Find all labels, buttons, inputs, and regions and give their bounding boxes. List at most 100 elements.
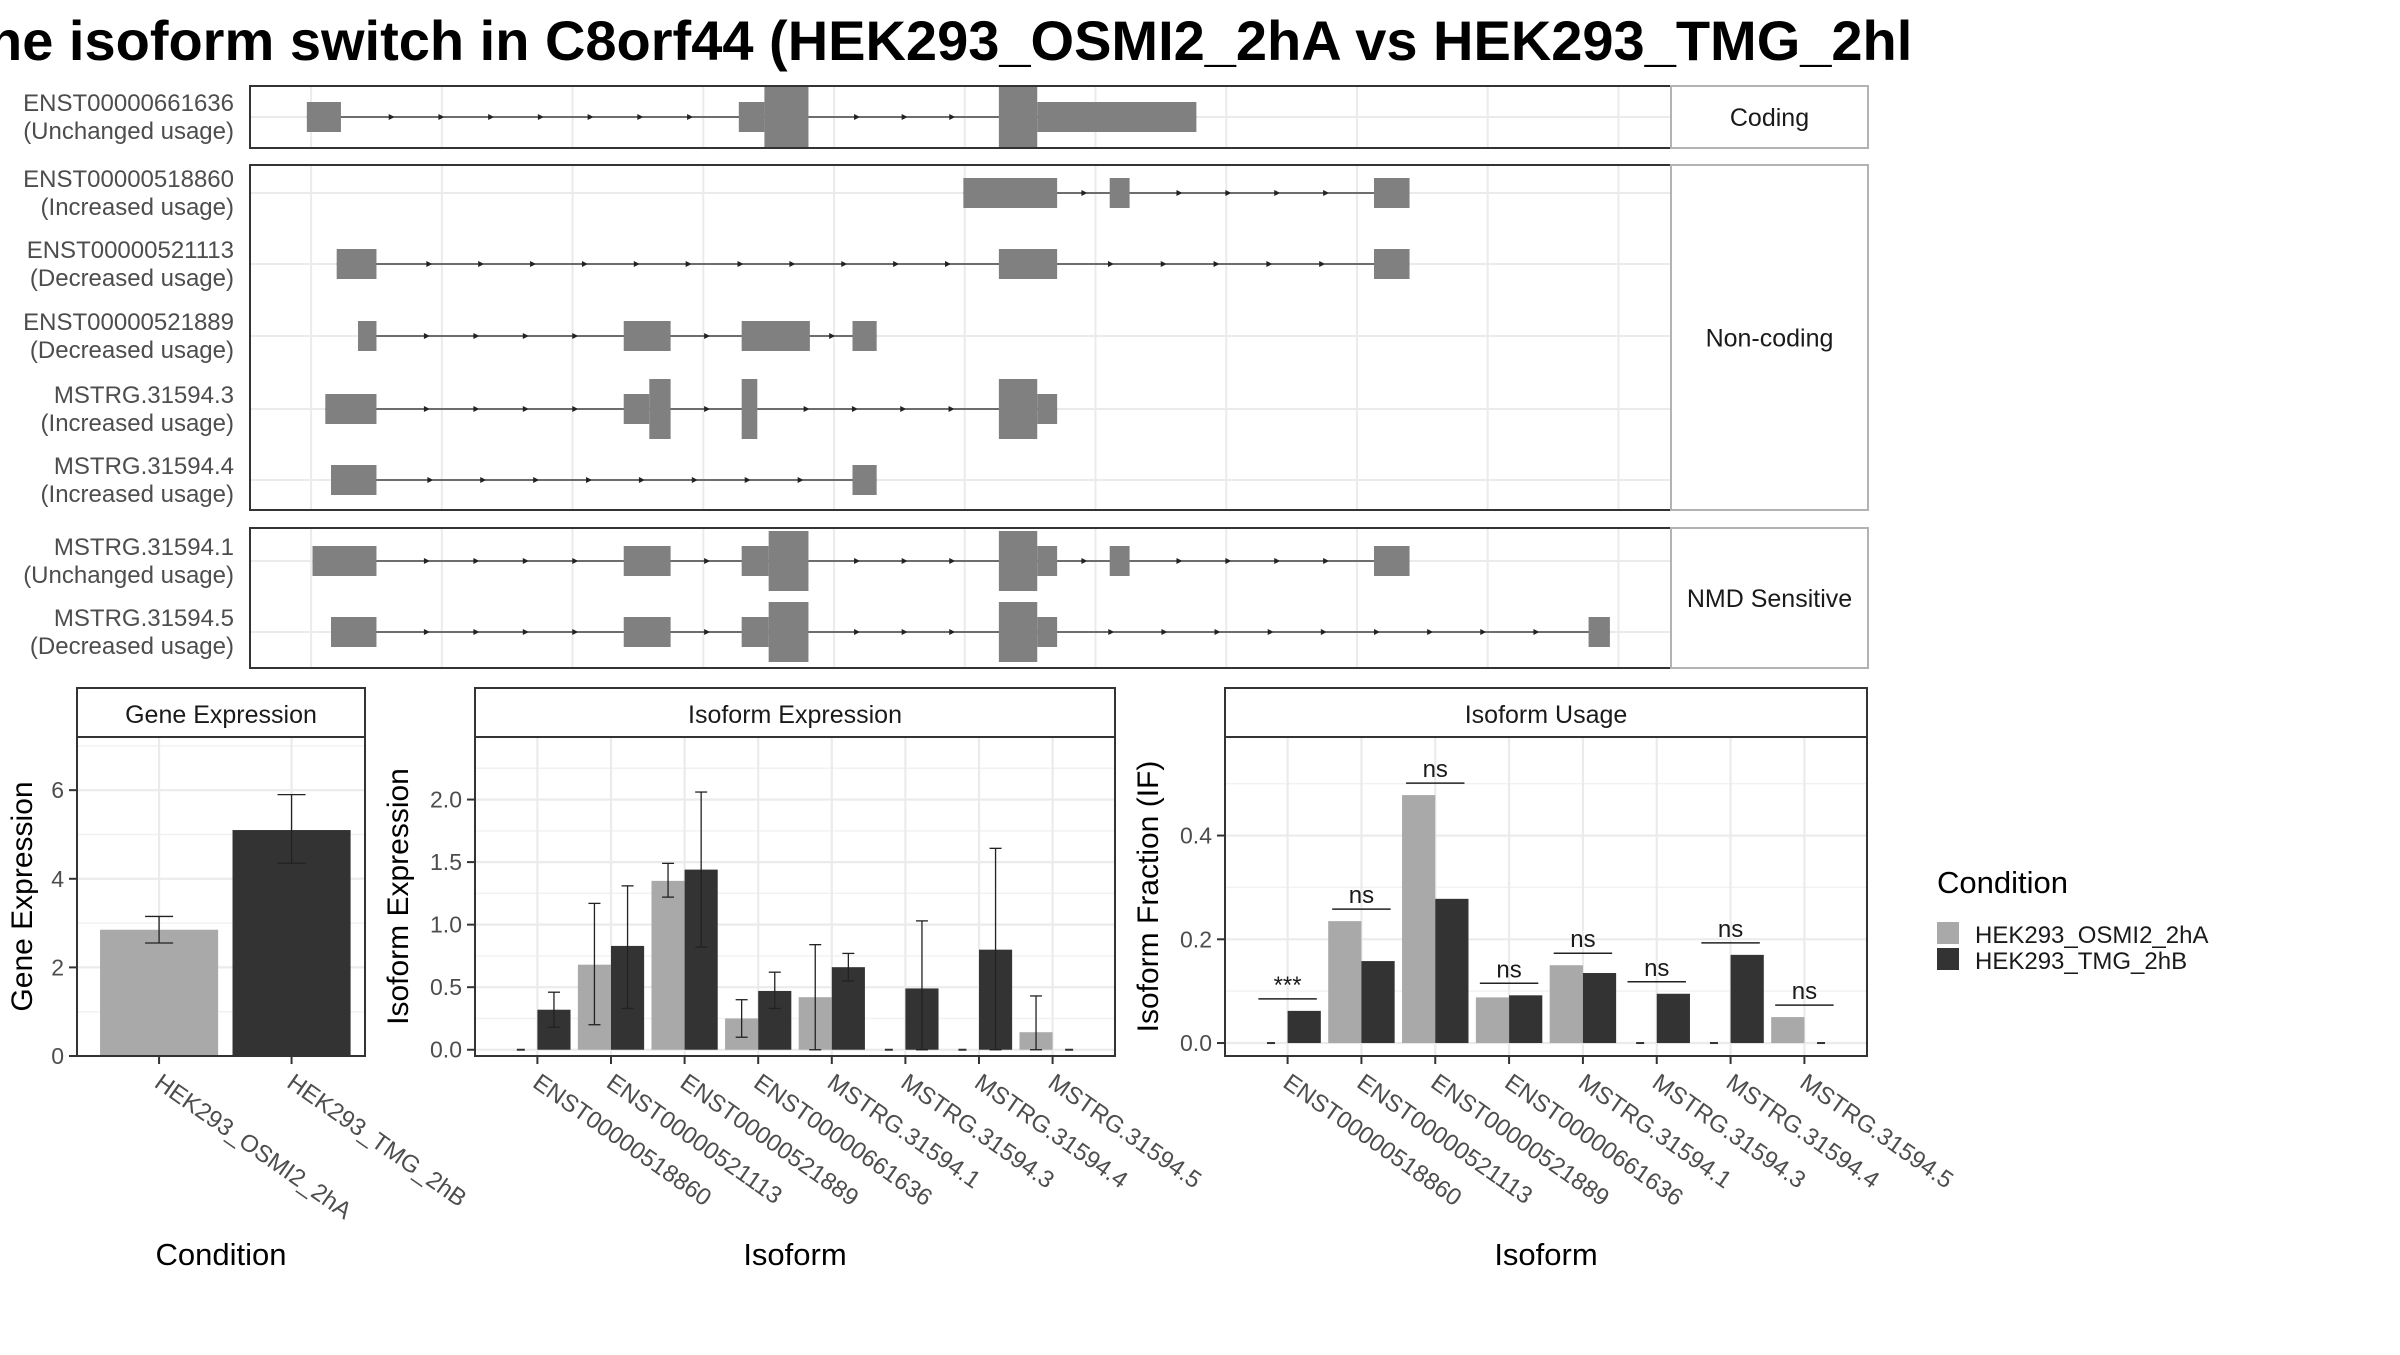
utr-exon xyxy=(325,394,377,424)
bar xyxy=(1509,995,1543,1044)
bar xyxy=(1656,993,1690,1044)
direction-arrow xyxy=(572,333,579,339)
direction-arrow xyxy=(1176,558,1183,564)
direction-arrow xyxy=(633,261,640,267)
facet-strip xyxy=(1670,164,1869,511)
direction-arrow xyxy=(572,629,579,635)
direction-arrow xyxy=(949,114,956,120)
utr-exon xyxy=(623,617,671,647)
utr-exon xyxy=(1588,617,1610,647)
direction-arrow xyxy=(949,629,956,635)
direction-arrow xyxy=(744,477,751,483)
transcript-usage-label: (Increased usage) xyxy=(41,481,234,508)
direction-arrow xyxy=(704,406,711,412)
y-axis-label: Gene Expression xyxy=(6,781,39,1011)
bar xyxy=(1435,898,1469,1044)
utr-exon xyxy=(1037,394,1058,424)
transcript-id-label: ENST00000661636 xyxy=(23,90,234,117)
direction-arrow xyxy=(851,406,858,412)
direction-arrow xyxy=(522,629,529,635)
direction-arrow xyxy=(803,406,810,412)
x-axis-label: Isoform xyxy=(1494,1237,1597,1272)
bar xyxy=(1549,965,1583,1044)
direction-arrow xyxy=(473,333,480,339)
y-tick-label: 1.5 xyxy=(430,849,462,875)
coding-exon xyxy=(998,379,1038,439)
transcript-track: ENST00000521889(Decreased usage) xyxy=(23,309,877,364)
utr-exon xyxy=(330,465,377,495)
transcript-usage-label: (Decreased usage) xyxy=(30,633,234,660)
y-tick-label: 0.4 xyxy=(1180,823,1212,849)
y-tick-label: 4 xyxy=(51,866,64,892)
direction-arrow xyxy=(478,261,485,267)
direction-arrow xyxy=(473,558,480,564)
bar xyxy=(1475,997,1510,1044)
direction-arrow xyxy=(829,333,836,339)
transcript-track: ENST00000518860(Increased usage) xyxy=(23,166,1410,221)
bar-charts: Gene Expression0246HEK293_OSMI2_2hAHEK29… xyxy=(6,687,1958,1272)
plot-border xyxy=(76,736,366,1057)
direction-arrow xyxy=(901,558,908,564)
transcript-id-label: ENST00000518860 xyxy=(23,166,234,193)
structure-group: MSTRG.31594.1(Unchanged usage)MSTRG.3159… xyxy=(23,527,1869,669)
bar xyxy=(1287,1010,1321,1044)
direction-arrow xyxy=(388,114,395,120)
transcript-track: MSTRG.31594.3(Increased usage) xyxy=(41,379,1058,439)
direction-arrow xyxy=(949,558,956,564)
utr-exon xyxy=(1037,617,1058,647)
y-tick-label: 0.5 xyxy=(430,974,462,1000)
chart-panel: Isoform Expression0.00.51.01.52.0ENST000… xyxy=(382,687,1206,1272)
direction-arrow xyxy=(1323,190,1330,196)
direction-arrow xyxy=(901,629,908,635)
utr-exon xyxy=(741,546,769,576)
coding-exon xyxy=(764,87,809,147)
direction-arrow xyxy=(691,477,698,483)
bar xyxy=(100,929,219,1056)
direction-arrow xyxy=(1427,629,1434,635)
direction-arrow xyxy=(948,406,955,412)
direction-arrow xyxy=(572,558,579,564)
y-axis-label: Isoform Fraction (IF) xyxy=(1132,761,1165,1033)
direction-arrow xyxy=(1176,190,1183,196)
direction-arrow xyxy=(1480,629,1487,635)
direction-arrow xyxy=(687,114,694,120)
direction-arrow xyxy=(854,629,861,635)
transcript-track: MSTRG.31594.1(Unchanged usage) xyxy=(23,531,1410,591)
transcript-track: ENST00000521113(Decreased usage) xyxy=(27,237,1410,292)
utr-exon xyxy=(963,178,1058,208)
direction-arrow xyxy=(1081,558,1088,564)
structure-group: ENST00000518860(Increased usage)ENST0000… xyxy=(23,164,1869,511)
facet-strip-label: Coding xyxy=(1730,104,1809,132)
direction-arrow xyxy=(480,477,487,483)
bar xyxy=(651,880,685,1050)
plot-background xyxy=(1225,737,1867,1056)
direction-arrow xyxy=(473,629,480,635)
chart-title: Gene Expression xyxy=(125,701,317,729)
coding-exon xyxy=(998,531,1038,591)
transcript-id-label: MSTRG.31594.4 xyxy=(54,453,234,480)
direction-arrow xyxy=(423,558,430,564)
direction-arrow xyxy=(438,114,445,120)
coding-exon xyxy=(998,87,1038,147)
chart-title: Isoform Expression xyxy=(688,701,902,729)
coding-exon xyxy=(649,379,671,439)
direction-arrow xyxy=(737,261,744,267)
direction-arrow xyxy=(1161,629,1168,635)
transcript-usage-label: (Decreased usage) xyxy=(30,265,234,292)
direction-arrow xyxy=(473,406,480,412)
direction-arrow xyxy=(893,261,900,267)
direction-arrow xyxy=(423,629,430,635)
utr-exon xyxy=(741,617,769,647)
y-axis-label: Isoform Expression xyxy=(382,768,415,1025)
coding-exon xyxy=(768,602,809,662)
utr-exon xyxy=(1374,178,1410,208)
legend: Condition HEK293_OSMI2_2hA HEK293_TMG_2h… xyxy=(1937,865,2208,975)
direction-arrow xyxy=(1266,261,1273,267)
structure-group: ENST00000661636(Unchanged usage) Coding xyxy=(23,85,1869,149)
utr-exon xyxy=(1374,249,1410,279)
direction-arrow xyxy=(1323,558,1330,564)
utr-exon xyxy=(852,465,877,495)
significance-label: ns xyxy=(1423,756,1448,783)
